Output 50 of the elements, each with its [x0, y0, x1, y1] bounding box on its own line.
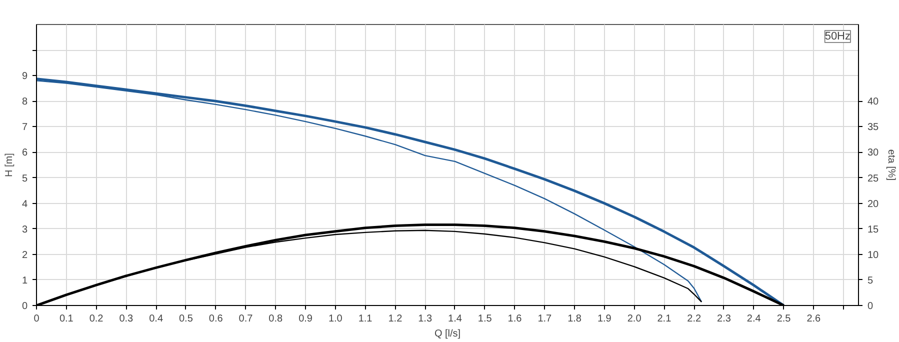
y2-tick-label: 30 [868, 148, 880, 159]
y2-tick-label: 40 [868, 96, 880, 108]
x-tick-label: 2.5 [776, 314, 792, 324]
x-tick-label: 1.6 [508, 314, 522, 324]
y-tick-label: 4 [22, 198, 28, 210]
y-tick-label: 0 [22, 301, 28, 312]
x-tick-label: 1.1 [358, 314, 373, 324]
y-tick-label: 5 [22, 173, 28, 184]
y2-tick-label: 10 [868, 250, 880, 261]
x-tick-label: 2.0 [627, 314, 642, 324]
y2-tick-label: 15 [868, 224, 880, 236]
x-tick-label: 0 [34, 314, 40, 324]
x-tick-label: 1.3 [418, 314, 432, 324]
x-tick-label: 1.2 [388, 314, 403, 324]
x-tick-label: 0.6 [208, 314, 224, 324]
y-tick-label: 1 [22, 275, 28, 286]
x-tick-label: 1.4 [448, 314, 462, 324]
x-tick-label: 1.0 [328, 314, 343, 324]
x-axis-title: Q [l/s] [434, 328, 461, 340]
x-tick-label: 1.7 [538, 314, 552, 324]
x-tick-label: 2.6 [806, 314, 822, 324]
y-tick-label: 7 [22, 122, 28, 134]
y-tick-label: 9 [22, 71, 28, 82]
x-tick-label: 1.9 [597, 314, 612, 324]
x-tick-label: 2.1 [657, 314, 672, 324]
x-tick-label: 1.8 [568, 314, 582, 324]
y-tick-label: 3 [22, 224, 28, 236]
x-tick-label: 0.4 [149, 314, 164, 324]
y2-axis-title: eta [%] [886, 149, 897, 181]
y2-tick-label: 35 [868, 122, 880, 134]
y-tick-label: 6 [22, 148, 28, 159]
x-tick-label: 0.8 [268, 314, 284, 324]
x-tick-label: 1.5 [478, 314, 492, 324]
y-axis-title: H [m] [4, 152, 15, 177]
x-tick-label: 0.5 [179, 314, 194, 324]
y2-tick-label: 20 [868, 198, 880, 210]
y2-tick-label: 5 [868, 275, 874, 286]
x-tick-label: 0.2 [89, 314, 104, 324]
y2-tick-label: 0 [868, 301, 874, 312]
y2-tick-label: 25 [868, 173, 880, 184]
x-tick-label: 2.2 [687, 314, 702, 324]
x-tick-label: 2.3 [717, 314, 732, 324]
x-tick-label: 2.4 [746, 314, 762, 324]
x-tick-label: 0.3 [119, 314, 134, 324]
annotation: 50Hz [824, 30, 851, 42]
x-tick-label: 0.9 [298, 314, 313, 324]
x-tick-label: 0.7 [238, 314, 254, 324]
y-tick-label: 8 [22, 96, 28, 108]
x-tick-label: 0.1 [59, 314, 74, 324]
y-tick-label: 2 [22, 250, 28, 261]
